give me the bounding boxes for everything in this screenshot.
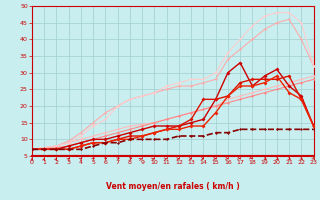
X-axis label: Vent moyen/en rafales ( km/h ): Vent moyen/en rafales ( km/h ): [106, 182, 240, 191]
